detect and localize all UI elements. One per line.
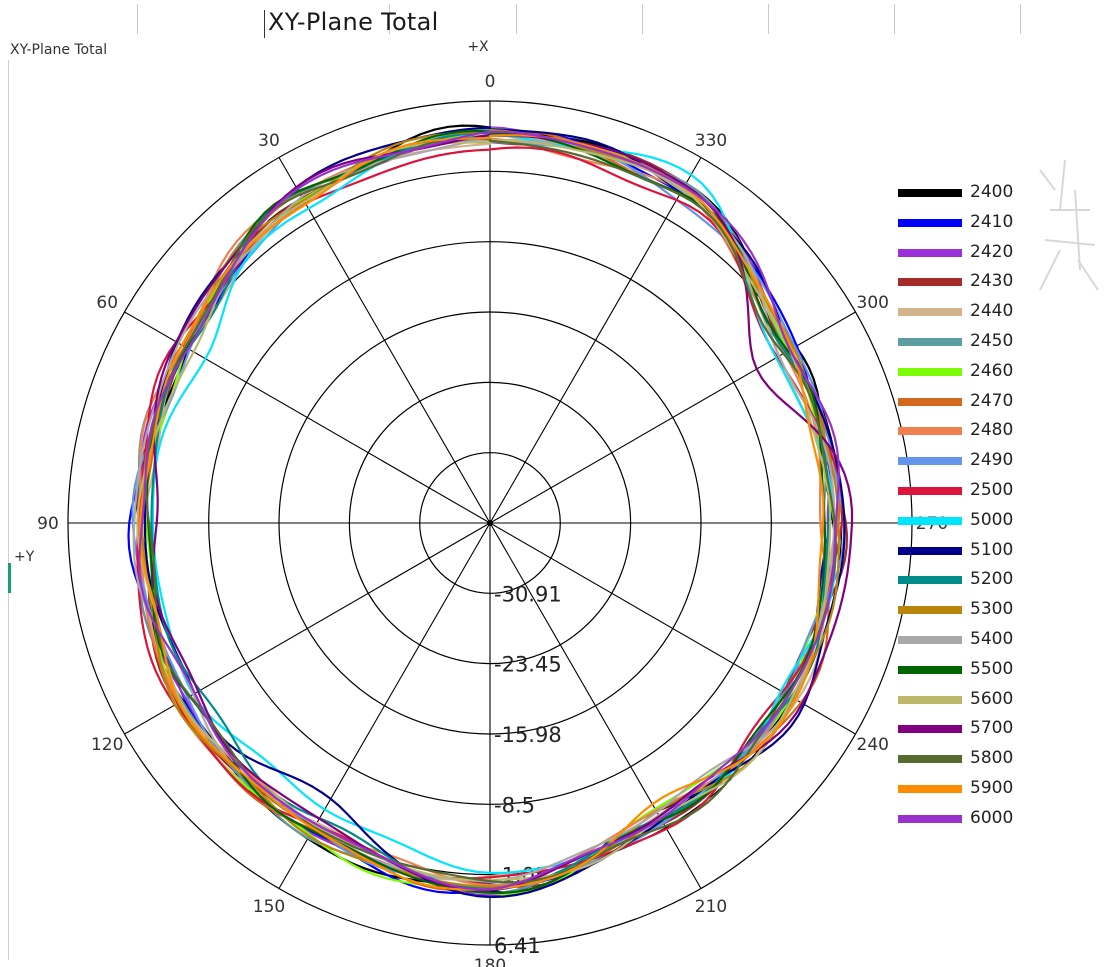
- legend-swatch: [898, 337, 962, 346]
- radial-tick-label: -15.98: [494, 723, 562, 747]
- legend-swatch: [898, 427, 962, 436]
- legend-swatch: [898, 308, 962, 317]
- legend-label: 2460: [970, 360, 1014, 381]
- series-line-5000: [151, 133, 837, 874]
- legend-label: 2420: [970, 241, 1014, 262]
- legend-swatch: [898, 248, 962, 257]
- legend-label: 5000: [970, 509, 1014, 530]
- angle-spoke: [278, 157, 491, 524]
- legend-swatch: [898, 278, 962, 287]
- legend-label: 5500: [970, 658, 1014, 679]
- grid-line: [137, 4, 138, 34]
- text-cursor: [264, 10, 265, 38]
- page-title: XY-Plane Total: [268, 8, 439, 36]
- radial-tick-label: -30.91: [494, 582, 562, 606]
- legend-label: 5800: [970, 748, 1014, 769]
- angle-spoke: [489, 522, 702, 889]
- angle-spoke: [489, 157, 702, 524]
- legend-swatch: [898, 546, 962, 555]
- legend-label: 5400: [970, 628, 1014, 649]
- legend-swatch: [898, 814, 962, 823]
- legend-swatch: [898, 695, 962, 704]
- angle-tick-label: 300: [857, 293, 889, 313]
- legend-label: 2440: [970, 301, 1014, 322]
- series-line-5800: [144, 136, 837, 884]
- angle-tick-label: 60: [96, 293, 118, 313]
- left-ruler: [8, 60, 9, 960]
- legend-swatch: [898, 457, 962, 466]
- center-point: [487, 520, 493, 526]
- series-line-5700: [152, 134, 854, 892]
- legend-label: 2490: [970, 450, 1014, 471]
- angle-tick-label: 120: [91, 735, 123, 755]
- axis-label-x: +X: [467, 39, 489, 55]
- legend-label: 5700: [970, 718, 1014, 739]
- angle-tick-label: 90: [37, 514, 59, 534]
- radial-tick-label: 6.41: [494, 934, 541, 958]
- legend-label: 2410: [970, 211, 1014, 232]
- legend-swatch: [898, 367, 962, 376]
- legend-swatch: [898, 784, 962, 793]
- legend-swatch: [898, 725, 962, 734]
- legend-label: 5300: [970, 599, 1014, 620]
- legend-label: 2480: [970, 420, 1014, 441]
- legend-label: 5600: [970, 688, 1014, 709]
- chart-title: XY-Plane Total: [10, 42, 108, 58]
- legend-swatch: [898, 218, 962, 227]
- angle-tick-label: 0: [485, 72, 496, 92]
- angle-tick-label: 210: [695, 897, 727, 917]
- angle-tick-label: 330: [695, 131, 727, 151]
- legend-label: 5100: [970, 539, 1014, 560]
- legend-label: 2400: [970, 182, 1014, 202]
- legend-label: 6000: [970, 807, 1014, 828]
- legend-swatch: [898, 189, 962, 197]
- legend-swatch: [898, 635, 962, 644]
- legend-label: 5200: [970, 569, 1014, 590]
- legend-swatch: [898, 755, 962, 764]
- grid-line: [642, 4, 643, 34]
- grid-line: [894, 4, 895, 34]
- selection-marker[interactable]: [8, 563, 11, 593]
- grid-line: [768, 4, 769, 34]
- legend-label: 2450: [970, 330, 1014, 351]
- radial-tick-label: -23.45: [494, 653, 562, 677]
- angle-tick-label: 150: [253, 897, 285, 917]
- radial-tick-label: -8.5: [494, 793, 535, 817]
- grid-line: [516, 4, 517, 34]
- legend-swatch: [898, 516, 962, 525]
- watermark-glyph: [1039, 159, 1099, 291]
- legend-label: 2430: [970, 271, 1014, 292]
- angle-tick-label: 30: [258, 131, 280, 151]
- angle-tick-label: 240: [857, 735, 889, 755]
- legend-label: 2500: [970, 479, 1014, 500]
- legend-label: 2470: [970, 390, 1014, 411]
- legend-swatch: [898, 486, 962, 495]
- legend-swatch: [898, 606, 962, 615]
- series-line-5500: [146, 129, 827, 894]
- header-grid-strip: [0, 0, 1108, 40]
- grid-line: [389, 4, 390, 34]
- legend-swatch: [898, 397, 962, 406]
- grid-line: [1020, 4, 1021, 34]
- legend-swatch: [898, 665, 962, 674]
- axis-label-y: +Y: [14, 549, 35, 565]
- legend-swatch: [898, 576, 962, 585]
- angle-tick-label: 180: [474, 956, 506, 967]
- legend-label: 5900: [970, 777, 1014, 798]
- series-line-6000: [138, 130, 840, 891]
